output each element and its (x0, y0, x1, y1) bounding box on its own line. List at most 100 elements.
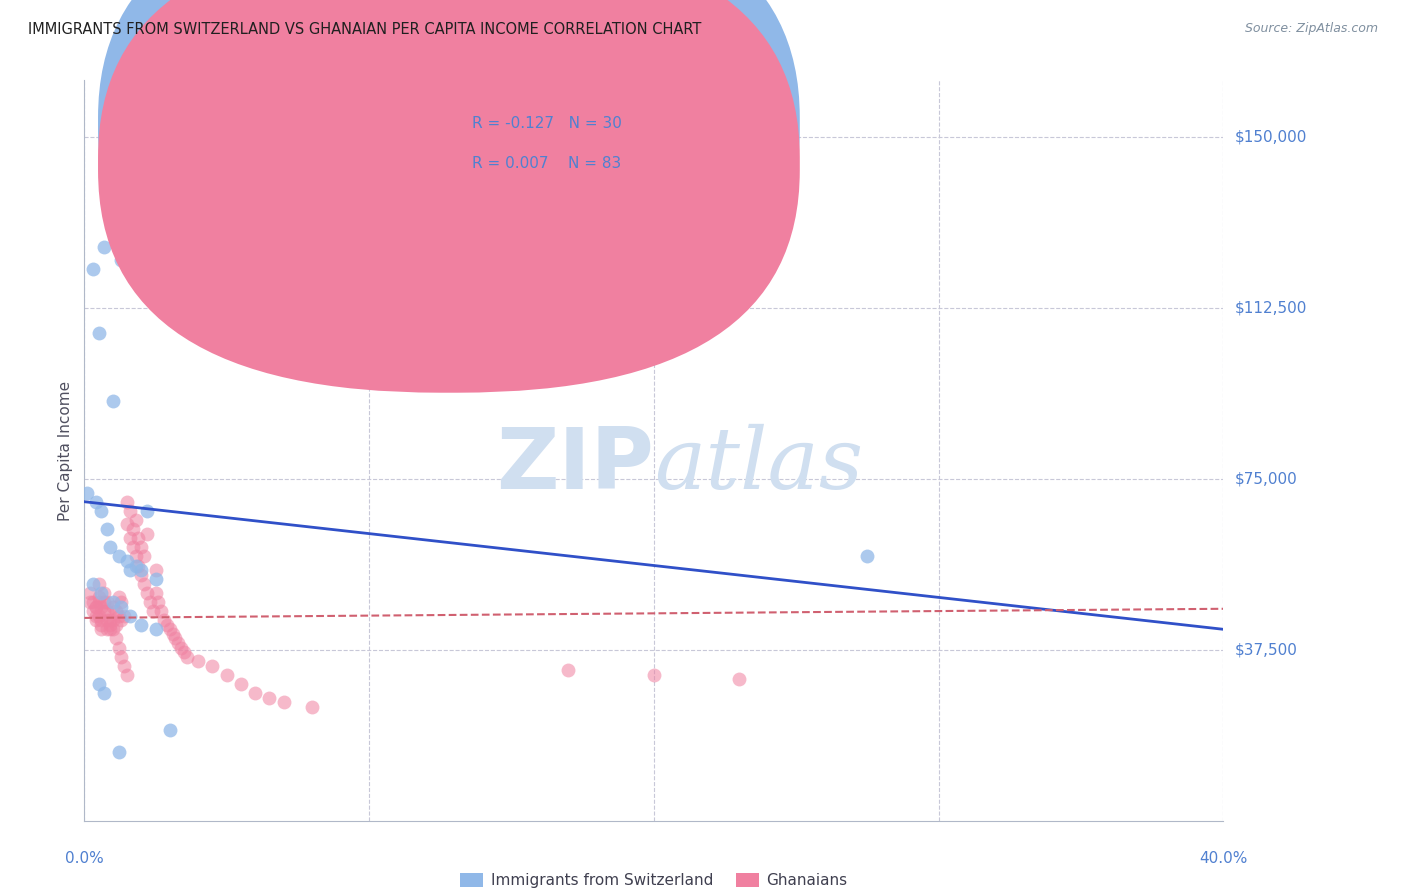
Point (145, 563, 167, 577)
Point (87, 677, 110, 691)
Point (90, 504, 112, 518)
Text: $150,000: $150,000 (1234, 129, 1306, 145)
Point (259, 690, 281, 705)
Point (84, 613, 107, 627)
Text: $37,500: $37,500 (1234, 642, 1298, 657)
Text: $112,500: $112,500 (1234, 301, 1306, 316)
Point (107, 745, 129, 759)
Point (110, 253, 132, 268)
Point (229, 677, 252, 691)
Point (150, 604, 173, 618)
Point (134, 576, 156, 591)
Point (112, 658, 135, 673)
Point (104, 604, 127, 618)
Point (93, 239, 115, 253)
Point (187, 654, 209, 668)
Point (301, 699, 323, 714)
Point (107, 640, 129, 655)
Point (643, 668, 665, 682)
Point (127, 558, 149, 573)
Point (98, 541, 121, 555)
Point (101, 599, 124, 614)
Point (159, 622, 181, 636)
FancyBboxPatch shape (98, 0, 800, 352)
Point (153, 613, 176, 627)
Text: 40.0%: 40.0% (1199, 851, 1247, 866)
Point (96, 595, 118, 609)
Point (148, 595, 170, 609)
Point (131, 563, 153, 577)
Point (115, 494, 138, 508)
Point (101, 613, 124, 627)
Point (93, 595, 115, 609)
Point (107, 608, 129, 623)
Point (82, 604, 104, 618)
Point (79, 586, 101, 600)
Point (134, 549, 156, 564)
Text: atlas: atlas (654, 424, 863, 507)
Point (136, 586, 159, 600)
Point (98, 617, 121, 632)
Point (90, 599, 112, 614)
Point (107, 591, 129, 605)
Point (98, 613, 121, 627)
Point (98, 622, 121, 636)
Point (90, 617, 112, 632)
Point (124, 513, 146, 527)
FancyBboxPatch shape (426, 103, 745, 191)
Point (142, 604, 165, 618)
Point (84, 599, 107, 614)
Point (457, 285, 479, 300)
Point (165, 632, 187, 646)
Point (173, 645, 195, 659)
Point (96, 613, 118, 627)
Point (104, 617, 127, 632)
Point (87, 595, 110, 609)
Point (136, 504, 159, 518)
Point (176, 649, 198, 664)
Point (127, 531, 149, 545)
Point (93, 604, 115, 618)
Point (139, 595, 162, 609)
Point (107, 549, 129, 564)
Legend: Immigrants from Switzerland, Ghanaians: Immigrants from Switzerland, Ghanaians (454, 867, 853, 892)
Point (136, 526, 159, 541)
Point (728, 673, 751, 687)
Point (118, 531, 141, 545)
Point (170, 640, 193, 655)
Point (121, 541, 143, 555)
Point (131, 567, 153, 582)
Point (167, 636, 190, 650)
Point (145, 572, 167, 586)
Point (245, 686, 267, 700)
Point (84, 494, 107, 508)
Point (115, 554, 138, 568)
Point (96, 604, 118, 618)
Point (101, 622, 124, 636)
Text: Source: ZipAtlas.com: Source: ZipAtlas.com (1244, 22, 1378, 36)
Point (162, 627, 184, 641)
Point (118, 608, 141, 623)
FancyBboxPatch shape (98, 0, 800, 392)
Point (82, 262, 104, 277)
Point (118, 504, 141, 518)
Point (93, 686, 115, 700)
Point (90, 622, 112, 636)
Point (201, 658, 224, 673)
Point (84, 599, 107, 614)
Point (101, 394, 124, 409)
Text: $75,000: $75,000 (1234, 472, 1298, 486)
Point (110, 613, 132, 627)
Point (110, 595, 132, 609)
Text: R = -0.127   N = 30: R = -0.127 N = 30 (472, 117, 621, 131)
Point (87, 576, 110, 591)
Point (87, 326, 110, 340)
Point (93, 586, 115, 600)
Point (84, 608, 107, 623)
Point (90, 613, 112, 627)
Point (87, 591, 110, 605)
Y-axis label: Per Capita Income: Per Capita Income (58, 380, 73, 521)
Point (82, 595, 104, 609)
Point (156, 617, 179, 632)
Point (96, 622, 118, 636)
